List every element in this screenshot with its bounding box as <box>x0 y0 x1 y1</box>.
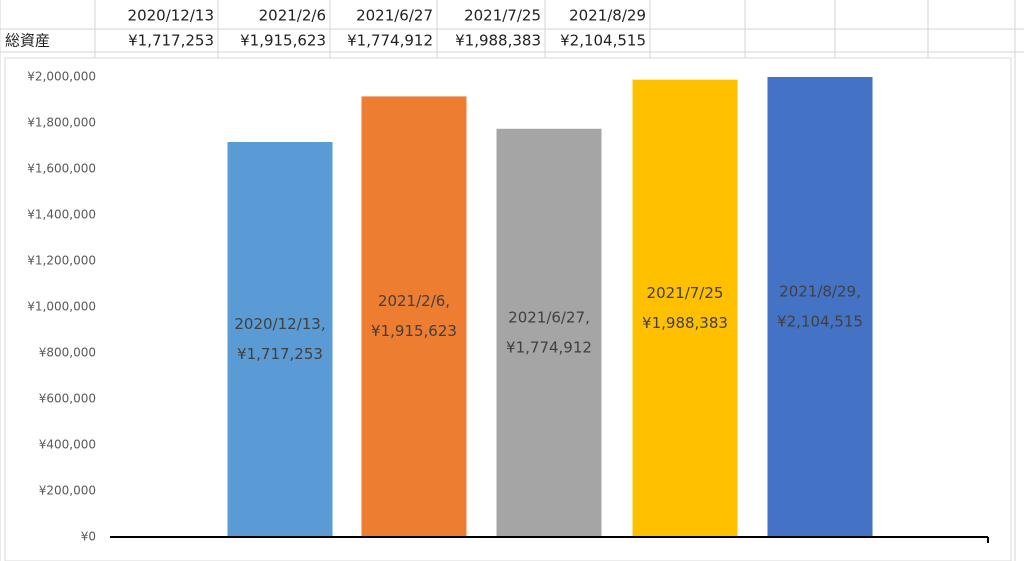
value-cell: ¥1,717,253 <box>128 32 214 50</box>
value-cell: ¥2,104,515 <box>560 32 646 50</box>
header-cell: 2021/7/25 <box>464 7 541 25</box>
sheet-cells: 2020/12/13 2021/2/6 2021/6/27 2021/7/25 2021… <box>5 7 646 50</box>
data-label: ¥1,717,253 <box>237 345 323 363</box>
data-label-category: 2020/12/13, <box>234 315 325 333</box>
header-cell: 2020/12/13 <box>128 7 214 25</box>
y-tick-label: ¥2,000,000 <box>27 70 96 84</box>
value-cell: ¥1,988,383 <box>455 32 541 50</box>
data-label: ¥1,988,383 <box>642 314 728 332</box>
bar <box>227 142 333 538</box>
bar <box>632 79 738 538</box>
data-label: ¥2,104,515 <box>777 313 863 331</box>
header-cell: 2021/2/6 <box>259 7 326 25</box>
bar <box>496 128 602 537</box>
data-label-category: 2021/7/25 <box>647 284 724 302</box>
value-cell: ¥1,915,623 <box>240 32 326 50</box>
y-tick-label: ¥200,000 <box>39 484 96 498</box>
header-cell: 2021/6/27 <box>356 7 433 25</box>
y-tick-label: ¥400,000 <box>39 438 96 452</box>
y-tick-label: ¥1,400,000 <box>27 208 96 222</box>
plot-area <box>227 77 873 538</box>
bar <box>361 96 467 537</box>
y-tick-label: ¥1,200,000 <box>27 254 96 268</box>
data-label: ¥1,774,912 <box>506 338 592 356</box>
header-cell: 2021/8/29 <box>569 7 646 25</box>
data-label: ¥1,915,623 <box>371 322 457 340</box>
y-tick-label: ¥1,600,000 <box>27 162 96 176</box>
y-tick-label: ¥0 <box>81 530 96 544</box>
row-label: 総資産 <box>5 32 50 50</box>
data-label-category: 2021/2/6, <box>378 292 450 310</box>
y-tick-label: ¥600,000 <box>39 392 96 406</box>
bar <box>767 77 873 538</box>
value-cell: ¥1,774,912 <box>347 32 433 50</box>
data-label-category: 2021/6/27, <box>508 308 590 326</box>
y-tick-label: ¥800,000 <box>39 346 96 360</box>
data-label-category: 2021/8/29, <box>779 283 861 301</box>
y-tick-label: ¥1,000,000 <box>27 300 96 314</box>
chart: ¥0 ¥200,000 ¥400,000 ¥600,000 ¥800,000 ¥1,000… <box>27 70 989 544</box>
y-tick-label: ¥1,800,000 <box>27 116 96 130</box>
